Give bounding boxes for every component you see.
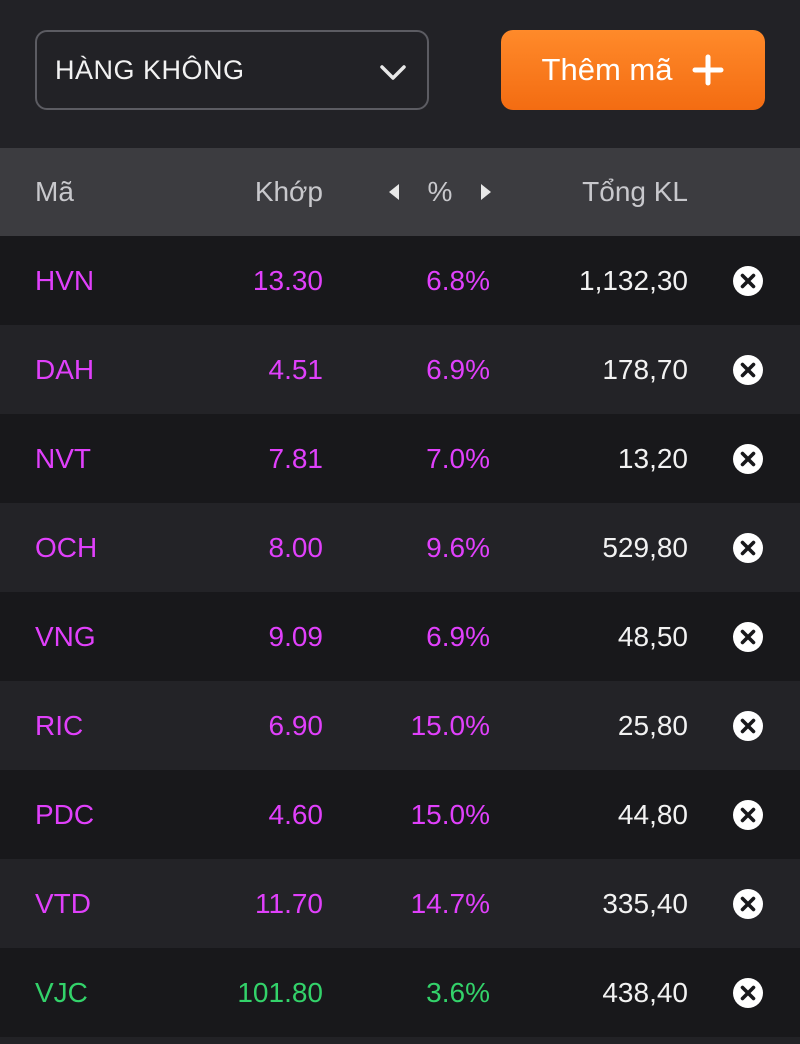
remove-symbol-button[interactable]	[732, 681, 764, 770]
remove-symbol-button[interactable]	[732, 592, 764, 681]
header-percent-switcher: %	[388, 148, 492, 236]
caret-right-icon[interactable]	[480, 183, 492, 201]
toolbar: HÀNG KHÔNG Thêm mã	[0, 0, 800, 148]
close-circle-icon	[733, 532, 763, 563]
table-row[interactable]: NVT 7.81 7.0% 13,20	[0, 414, 800, 503]
close-circle-icon	[733, 621, 763, 652]
table-row[interactable]: VNG 9.09 6.9% 48,50	[0, 592, 800, 681]
percent-change: 15.0%	[410, 798, 490, 830]
total-volume: 178,70	[602, 353, 688, 385]
close-circle-icon	[733, 443, 763, 474]
close-circle-icon	[733, 888, 763, 919]
total-volume: 529,80	[602, 531, 688, 563]
close-circle-icon	[733, 799, 763, 830]
header-code: Mã	[35, 176, 74, 207]
close-circle-icon	[733, 354, 763, 385]
remove-symbol-button[interactable]	[732, 414, 764, 503]
stock-code[interactable]: VNG	[35, 620, 96, 652]
total-volume: 48,50	[617, 620, 688, 652]
stock-list: HVN 13.30 6.8% 1,132,30 DAH 4.51 6.9% 178,70 NVT…	[0, 236, 800, 1037]
caret-left-icon[interactable]	[388, 183, 400, 201]
table-row[interactable]: PDC 4.60 15.0% 44,80	[0, 770, 800, 859]
stock-code[interactable]: PDC	[35, 798, 95, 830]
header-volume: Tổng KL	[582, 176, 688, 207]
stock-code[interactable]: HVN	[35, 264, 95, 296]
stock-code[interactable]: VTD	[35, 887, 91, 919]
stock-code[interactable]: OCH	[35, 531, 98, 563]
total-volume: 335,40	[602, 887, 688, 919]
percent-change: 14.7%	[410, 887, 490, 919]
watchlist-dropdown-value: HÀNG KHÔNG	[55, 54, 245, 85]
remove-symbol-button[interactable]	[732, 770, 764, 859]
table-row[interactable]: DAH 4.51 6.9% 178,70	[0, 325, 800, 414]
table-header: Mã Khớp % Tổng KL	[0, 148, 800, 236]
total-volume: 1,132,30	[579, 264, 688, 296]
remove-symbol-button[interactable]	[732, 503, 764, 592]
stock-code[interactable]: DAH	[35, 353, 95, 385]
remove-symbol-button[interactable]	[732, 236, 764, 325]
stock-code[interactable]: VJC	[35, 976, 88, 1008]
total-volume: 13,20	[617, 442, 688, 474]
plus-icon	[692, 54, 724, 86]
match-price: 6.90	[268, 709, 324, 741]
close-circle-icon	[733, 265, 763, 296]
table-row[interactable]: HVN 13.30 6.8% 1,132,30	[0, 236, 800, 325]
percent-change: 15.0%	[410, 709, 490, 741]
chevron-down-icon	[380, 65, 406, 80]
remove-symbol-button[interactable]	[732, 859, 764, 948]
table-row[interactable]: RIC 6.90 15.0% 25,80	[0, 681, 800, 770]
total-volume: 25,80	[617, 709, 688, 741]
percent-change: 6.9%	[426, 353, 490, 385]
close-circle-icon	[733, 977, 763, 1008]
stock-code[interactable]: RIC	[35, 709, 84, 741]
match-price: 4.60	[268, 798, 324, 830]
percent-change: 7.0%	[426, 442, 490, 474]
remove-symbol-button[interactable]	[732, 325, 764, 414]
stock-code[interactable]: NVT	[35, 442, 91, 474]
percent-change: 6.8%	[426, 264, 490, 296]
match-price: 11.70	[255, 887, 323, 919]
percent-change: 9.6%	[426, 531, 490, 563]
remove-symbol-button[interactable]	[732, 948, 764, 1037]
match-price: 101.80	[237, 976, 323, 1008]
table-row[interactable]: OCH 8.00 9.6% 529,80	[0, 503, 800, 592]
match-price: 8.00	[268, 531, 324, 563]
table-row[interactable]: VTD 11.70 14.7% 335,40	[0, 859, 800, 948]
match-price: 9.09	[268, 620, 324, 652]
header-match: Khớp	[254, 176, 323, 207]
watchlist-dropdown[interactable]: HÀNG KHÔNG	[35, 30, 429, 110]
percent-change: 6.9%	[426, 620, 490, 652]
add-symbol-button[interactable]: Thêm mã	[501, 30, 765, 110]
header-percent: %	[427, 176, 453, 207]
match-price: 4.51	[268, 353, 324, 385]
total-volume: 438,40	[602, 976, 688, 1008]
match-price: 13.30	[252, 264, 323, 296]
close-circle-icon	[733, 710, 763, 741]
add-symbol-label: Thêm mã	[541, 52, 673, 87]
percent-change: 3.6%	[426, 976, 490, 1008]
table-row[interactable]: VJC 101.80 3.6% 438,40	[0, 948, 800, 1037]
match-price: 7.81	[268, 442, 324, 474]
total-volume: 44,80	[617, 798, 688, 830]
